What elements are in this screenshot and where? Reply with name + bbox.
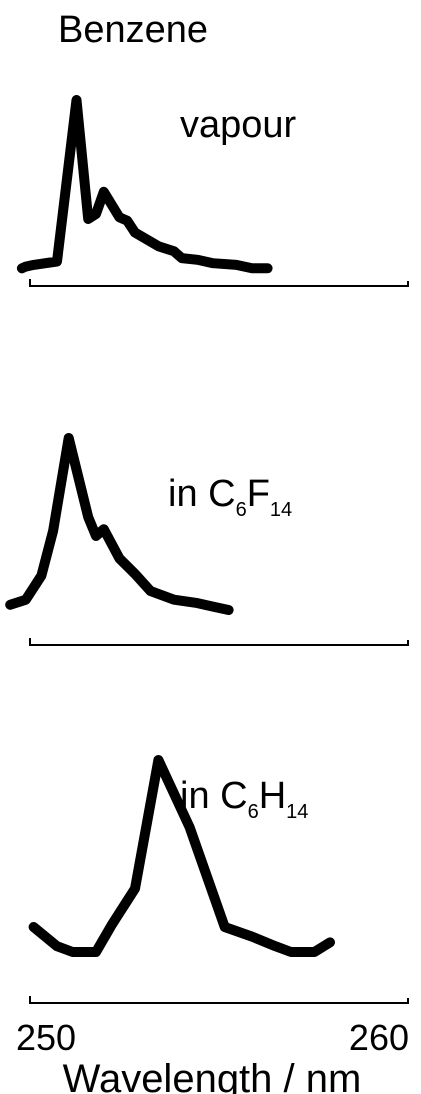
x-tick-label-260: 260 bbox=[349, 1017, 409, 1058]
series-label-c6f14: in C6F14 bbox=[168, 473, 292, 521]
baseline-axis-c6h14 bbox=[29, 996, 409, 1004]
baseline-axis-vapour bbox=[29, 279, 409, 287]
series-line-c6h14 bbox=[28, 755, 335, 957]
panel-vapour: vapour bbox=[16, 95, 409, 287]
panel-c6h14: in C6H14 bbox=[28, 755, 409, 1004]
series-label-c6h14: in C6H14 bbox=[180, 775, 308, 823]
panel-c6f14: in C6F14 bbox=[5, 433, 409, 646]
baseline-axis-c6f14 bbox=[29, 638, 409, 646]
series-line-vapour bbox=[16, 95, 273, 274]
chart-title: Benzene bbox=[58, 9, 208, 51]
x-axis-label: Wavelength / nm bbox=[63, 1057, 362, 1094]
series-line-c6f14 bbox=[5, 433, 234, 615]
series-label-vapour: vapour bbox=[180, 104, 297, 146]
x-tick-label-250: 250 bbox=[16, 1017, 76, 1058]
